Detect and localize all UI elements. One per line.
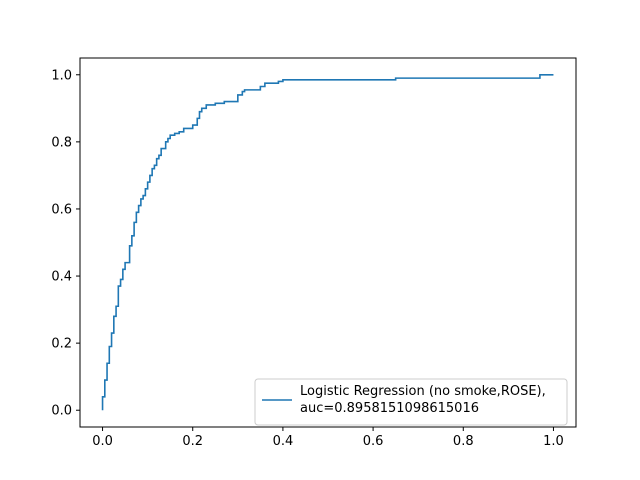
series-layer — [101, 73, 554, 411]
roc-curve-line — [101, 73, 554, 411]
y-axis: 0.0 0.2 0.4 0.6 0.8 1.0 — [51, 68, 80, 419]
x-tick-label: 1.0 — [543, 434, 564, 449]
y-tick-label: 0.6 — [51, 202, 72, 217]
y-tick-label: 0.2 — [51, 337, 72, 352]
legend-label: Logistic Regression (no smoke,ROSE), — [300, 384, 546, 399]
x-tick-label: 0.8 — [453, 434, 474, 449]
y-tick-label: 0.4 — [51, 270, 72, 285]
axes-border — [79, 57, 577, 428]
x-axis: 0.0 0.2 0.4 0.6 0.8 1.0 — [92, 427, 564, 449]
y-tick-label: 0.0 — [51, 404, 72, 419]
x-tick-label: 0.2 — [182, 434, 203, 449]
y-tick-label: 0.8 — [51, 135, 72, 150]
y-tick-label: 1.0 — [51, 68, 72, 83]
x-tick-label: 0.4 — [273, 434, 294, 449]
axes-frame — [79, 57, 577, 428]
legend-box — [254, 378, 568, 426]
legend: Logistic Regression (no smoke,ROSE), auc… — [254, 378, 568, 426]
x-tick-label: 0.6 — [363, 434, 384, 449]
x-tick-label: 0.0 — [92, 434, 113, 449]
legend-auc-label: auc=0.8958151098615016 — [300, 401, 479, 416]
